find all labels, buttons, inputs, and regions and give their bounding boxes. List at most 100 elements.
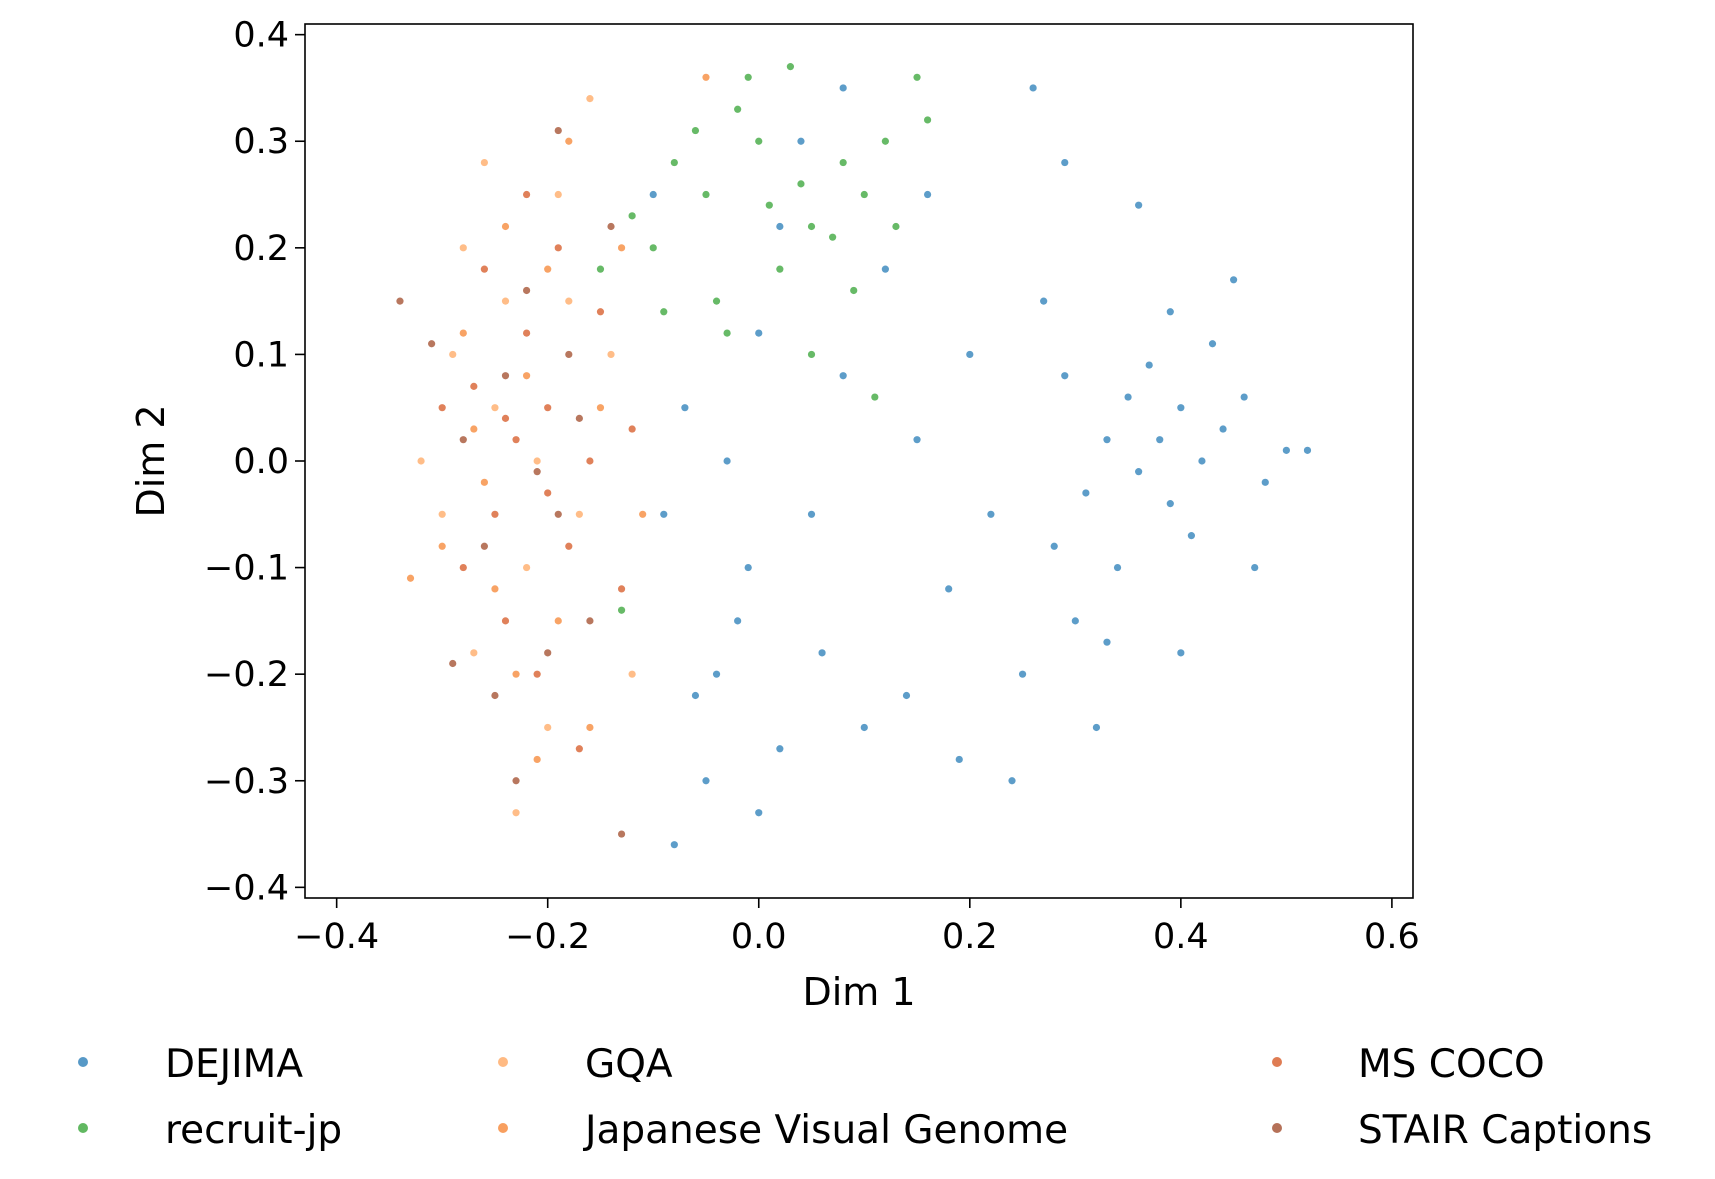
point-dejima (1166, 308, 1174, 316)
point-recruit-jp (786, 63, 795, 71)
point-japanese-visual-genome (470, 425, 478, 433)
point-dejima (702, 777, 710, 785)
point-gqa (512, 809, 520, 817)
point-dejima (744, 563, 752, 572)
point-dejima (945, 585, 953, 593)
point-dejima (1219, 425, 1227, 433)
legend-marker (1272, 1057, 1282, 1067)
legend-label: MS COCO (1358, 1042, 1545, 1087)
point-recruit-jp (744, 73, 752, 81)
point-dejima (902, 691, 911, 700)
legend-label: DEJIMA (165, 1042, 303, 1087)
point-recruit-jp (702, 190, 710, 199)
point-recruit-jp (776, 265, 784, 273)
point-ms-coco (523, 190, 531, 199)
point-dejima (966, 350, 974, 359)
point-gqa (544, 723, 552, 732)
point-ms-coco (523, 329, 531, 337)
point-recruit-jp (765, 201, 773, 209)
legend-marker (1272, 1123, 1282, 1133)
y-axis: 0.4 0.3 0.2 0.1 0.0 −0.1 −0.2 −0.3 −0.4 (204, 16, 305, 908)
point-dejima (1251, 563, 1259, 572)
point-gqa (501, 297, 510, 305)
point-dejima (1029, 84, 1037, 92)
point-stair-captions (491, 691, 499, 700)
point-dejima (649, 190, 657, 199)
x-tick-label: 0.0 (731, 917, 787, 957)
point-ms-coco (459, 563, 467, 572)
point-ms-coco (554, 244, 562, 252)
point-dejima (1261, 478, 1269, 486)
point-dejima (818, 649, 826, 657)
point-dejima (1145, 361, 1153, 369)
point-dejima (1061, 158, 1069, 167)
point-stair-captions (396, 297, 404, 305)
y-tick-label: −0.2 (204, 655, 289, 695)
point-dejima (1008, 777, 1016, 785)
point-japanese-visual-genome (501, 222, 510, 231)
point-stair-captions (449, 659, 457, 668)
point-recruit-jp (649, 244, 657, 252)
point-recruit-jp (892, 222, 900, 231)
point-ms-coco (617, 585, 626, 593)
point-gqa (491, 404, 499, 412)
point-gqa (575, 510, 583, 518)
point-gqa (459, 244, 467, 252)
point-stair-captions (533, 468, 541, 476)
point-stair-captions (512, 777, 520, 785)
series-stair-captions (396, 126, 626, 838)
point-dejima (1282, 446, 1290, 454)
point-dejima (1198, 457, 1206, 465)
point-dejima (691, 691, 700, 700)
x-tick-label: 0.6 (1364, 917, 1420, 957)
point-gqa (470, 649, 478, 657)
point-japanese-visual-genome (480, 478, 488, 486)
point-dejima (1187, 532, 1195, 540)
point-gqa (480, 158, 488, 167)
point-japanese-visual-genome (406, 574, 415, 582)
point-ms-coco (586, 457, 594, 465)
point-ms-coco (596, 308, 605, 316)
point-recruit-jp (723, 329, 731, 337)
point-recruit-jp (850, 286, 858, 295)
point-dejima (1103, 436, 1111, 444)
points-layer (396, 63, 1312, 849)
y-tick-label: 0.2 (233, 229, 289, 269)
point-dejima (1103, 638, 1111, 646)
point-dejima (681, 404, 689, 412)
point-dejima (1156, 436, 1164, 444)
point-stair-captions (459, 436, 467, 444)
y-tick-label: 0.4 (233, 16, 289, 56)
point-gqa (586, 95, 594, 103)
legend-label: recruit-jp (165, 1108, 342, 1153)
point-recruit-jp (871, 393, 879, 401)
point-ms-coco (491, 510, 499, 518)
point-dejima (1230, 276, 1238, 284)
legend-marker (78, 1057, 88, 1067)
point-recruit-jp (839, 158, 847, 167)
point-ms-coco (501, 617, 510, 625)
point-dejima (755, 329, 763, 337)
legend-item-japanese-visual-genome: Japanese Visual Genome (498, 1108, 1068, 1153)
point-japanese-visual-genome (554, 617, 562, 625)
legend-item-ms-coco: MS COCO (1272, 1042, 1545, 1087)
point-gqa (449, 350, 457, 359)
series-japanese-visual-genome (406, 73, 710, 764)
y-tick-label: 0.0 (233, 442, 289, 482)
y-axis-label: Dim 2 (129, 404, 173, 517)
legend-item-gqa: GQA (498, 1042, 673, 1087)
point-recruit-jp (691, 126, 700, 135)
point-dejima (1018, 670, 1027, 678)
point-stair-captions (554, 126, 562, 135)
point-japanese-visual-genome (523, 372, 531, 380)
point-dejima (1040, 297, 1048, 305)
point-ms-coco (480, 265, 488, 273)
point-gqa (533, 457, 541, 465)
point-japanese-visual-genome (565, 137, 573, 145)
point-dejima (807, 510, 816, 518)
legend: DEJIMA recruit-jp GQA Japanese Visual Genom… (78, 1042, 1652, 1153)
point-recruit-jp (755, 137, 763, 145)
y-tick-label: −0.3 (204, 762, 289, 802)
x-axis-label: Dim 1 (802, 970, 915, 1014)
point-dejima (1240, 393, 1248, 401)
